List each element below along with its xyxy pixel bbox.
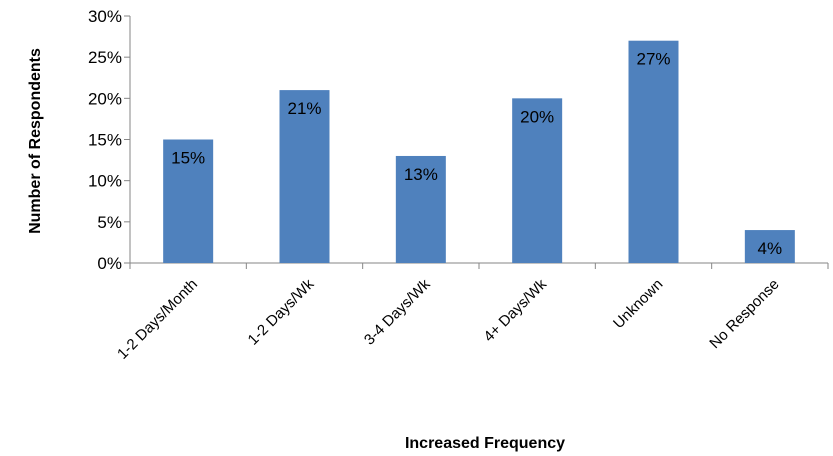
data-label-1: 15% <box>171 149 205 168</box>
bar-4 <box>512 98 563 263</box>
category-labels: 1-2 Days/Month 1-2 Days/Wk 3-4 Days/Wk 4+ D… <box>114 275 783 362</box>
y-tick-label: 0% <box>97 254 122 273</box>
bar-2 <box>279 90 330 263</box>
bars <box>163 40 795 264</box>
y-tick-label: 15% <box>88 131 122 150</box>
data-labels: 15% 21% 13% 20% 27% 4% <box>171 50 782 258</box>
data-label-3: 13% <box>404 165 438 184</box>
y-tick-label: 20% <box>88 89 122 108</box>
y-tick-label: 10% <box>88 172 122 191</box>
bar-6 <box>744 230 795 263</box>
data-label-2: 21% <box>287 99 321 118</box>
y-tick-label: 25% <box>88 48 122 67</box>
category-label-1: 1-2 Days/Month <box>114 276 201 363</box>
category-label-6: No Response <box>706 276 782 352</box>
category-label-2: 1-2 Days/Wk <box>245 275 318 348</box>
category-label-3: 3-4 Days/Wk <box>361 275 434 348</box>
y-tick-label: 30% <box>88 7 122 26</box>
bar-5 <box>628 40 679 264</box>
x-axis <box>129 262 829 269</box>
data-label-5: 27% <box>636 50 670 69</box>
data-label-4: 20% <box>520 107 554 126</box>
y-tick-label: 5% <box>97 213 122 232</box>
bar-3 <box>395 155 446 263</box>
category-label-5: Unknown <box>610 276 666 332</box>
x-axis-title: Increased Frequency <box>405 435 565 452</box>
bar-1 <box>163 139 214 263</box>
category-label-4: 4+ Days/Wk <box>480 275 550 345</box>
data-label-6: 4% <box>758 239 783 258</box>
y-axis-title: Number of Respondents <box>27 48 44 234</box>
y-axis: 0% 5% 10% 15% 20% 25% 30% <box>88 7 131 273</box>
